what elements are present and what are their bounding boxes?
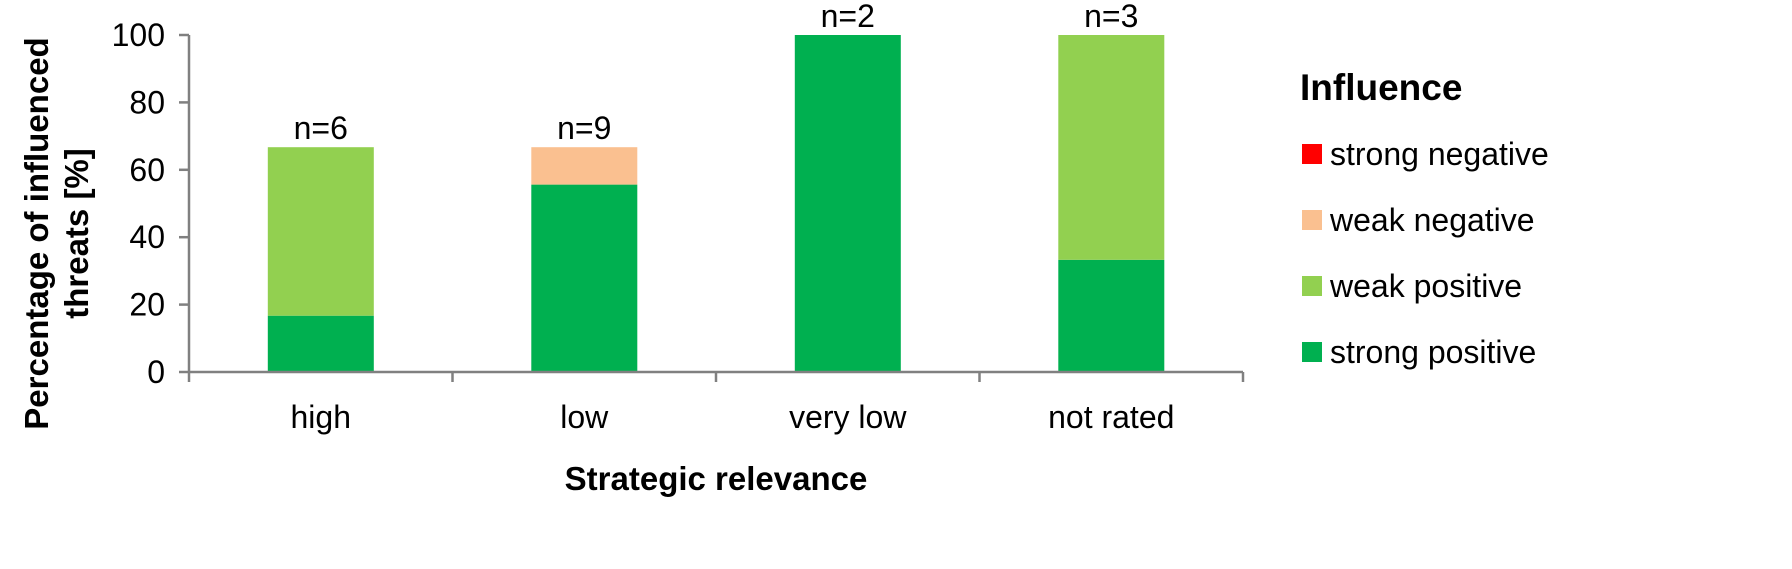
x-tick-label: not rated (1048, 399, 1174, 435)
bar-segment-strong-positive-high (267, 315, 374, 372)
labels-layer: n=6 high n=9 low n=2 very low n=3 not rated 0 20 4… (18, 0, 1174, 497)
legend-label-strong-negative: strong negative (1330, 136, 1549, 172)
axis-layer (179, 33, 1245, 382)
legend-swatch-weak-positive (1302, 276, 1322, 296)
y-tick-label: 80 (129, 84, 165, 120)
legend: Influence strong negative weak negative wea… (1300, 67, 1549, 370)
legend-swatch-weak-negative (1302, 210, 1322, 230)
bar-segment-weak-negative-low (531, 147, 638, 185)
legend-title: Influence (1300, 67, 1462, 108)
bar-count-label: n=6 (294, 110, 348, 146)
bar-segment-strong-positive-very-low (794, 35, 901, 372)
y-tick-label: 60 (129, 152, 165, 188)
legend-swatch-strong-positive (1302, 342, 1322, 362)
legend-swatch-strong-negative (1302, 144, 1322, 164)
y-tick-label: 40 (129, 219, 165, 255)
y-axis-title: Percentage of influencedthreats [%] (18, 37, 95, 429)
bar-segment-strong-positive-low (531, 184, 638, 372)
x-tick-label: very low (789, 399, 907, 435)
bar-segment-weak-positive-not-rated (1058, 35, 1165, 260)
x-tick-label: low (560, 399, 609, 435)
legend-label-weak-positive: weak positive (1329, 268, 1522, 304)
bar-count-label: n=9 (557, 110, 611, 146)
legend-label-weak-negative: weak negative (1329, 202, 1535, 238)
y-tick-label: 100 (112, 17, 165, 53)
y-tick-label: 0 (147, 354, 165, 390)
bars-layer (267, 35, 1165, 372)
y-tick-label: 20 (129, 287, 165, 323)
bar-count-label: n=2 (821, 0, 875, 34)
x-tick-label: high (291, 399, 352, 435)
bar-count-label: n=3 (1084, 0, 1138, 34)
legend-label-strong-positive: strong positive (1330, 334, 1536, 370)
bar-segment-weak-positive-high (267, 147, 374, 316)
x-axis-title: Strategic relevance (565, 460, 868, 497)
bar-segment-strong-positive-not-rated (1058, 259, 1165, 372)
